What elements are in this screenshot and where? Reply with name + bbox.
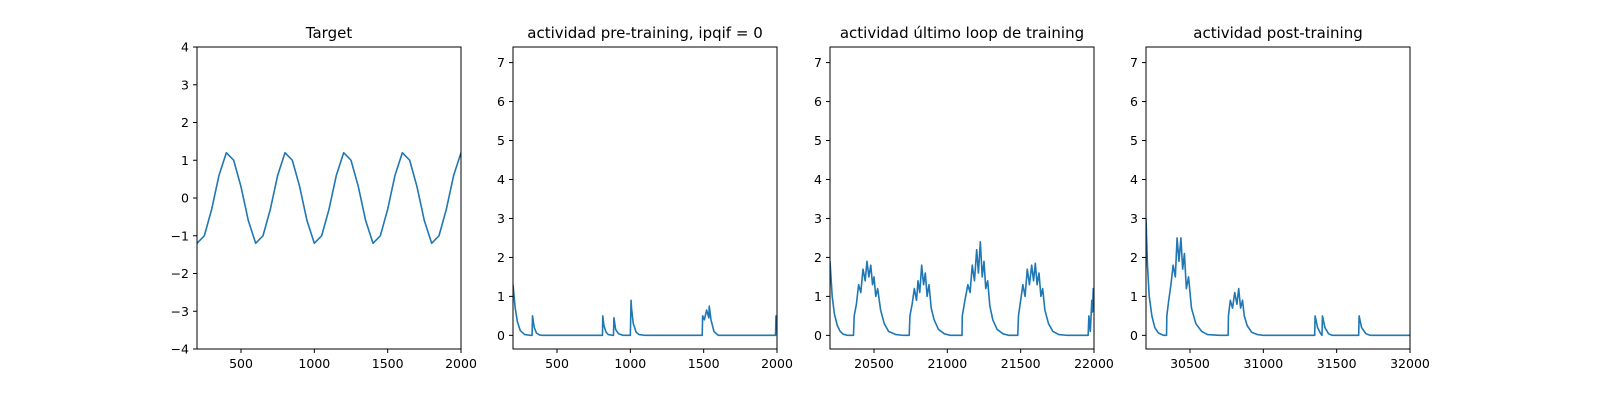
plot-frame <box>512 46 778 350</box>
series-line-1 <box>513 284 777 337</box>
plot-frame <box>196 46 462 350</box>
y-tick-label: 5 <box>814 133 822 148</box>
chart-panel-1: 500 1000 1500 2000 −4 −3 −2 −1 0 1 2 3 4 Target <box>171 24 477 371</box>
y-tick-label: 4 <box>181 40 189 55</box>
y-tick-label: 7 <box>497 55 505 70</box>
y-tick-label: 4 <box>814 172 822 187</box>
y-tick-label: 6 <box>1130 94 1138 109</box>
y-tick-label: 7 <box>814 55 822 70</box>
y-tick-label: 2 <box>1130 250 1138 265</box>
x-tick-label: 31500 <box>1317 356 1357 371</box>
x-tick-label: 21500 <box>1001 356 1041 371</box>
y-tick-label: 3 <box>814 211 822 226</box>
x-tick-label: 2000 <box>761 356 793 371</box>
chart-title: actividad pre-training, ipqif = 0 <box>527 24 763 42</box>
y-tick-label: 1 <box>181 153 189 168</box>
plot-frame <box>829 46 1095 350</box>
y-tick-label: 6 <box>497 94 505 109</box>
y-tick-label: −3 <box>171 304 189 319</box>
chart-panel-3: 20500 21000 21500 22000 0 1 2 3 4 5 6 7 actividad úl… <box>814 24 1114 371</box>
x-tick-label: 500 <box>545 356 569 371</box>
y-tick-label: 2 <box>497 250 505 265</box>
y-tick-label: −4 <box>171 342 189 357</box>
x-tick-label: 30500 <box>1170 356 1210 371</box>
y-tick-label: 6 <box>814 94 822 109</box>
x-tick-label: 20500 <box>854 356 894 371</box>
y-tick-label: 0 <box>181 191 189 206</box>
y-tick-label: 4 <box>1130 172 1138 187</box>
y-tick-label: 3 <box>497 211 505 226</box>
y-tick-label: 1 <box>497 289 505 304</box>
y-tick-label: 1 <box>814 289 822 304</box>
chart-title: actividad último loop de training <box>840 24 1084 42</box>
x-tick-label: 1500 <box>372 356 404 371</box>
x-tick-label: 2000 <box>445 356 477 371</box>
y-tick-label: 0 <box>814 328 822 343</box>
y-tick-label: 2 <box>814 250 822 265</box>
x-tick-label: 1000 <box>298 356 330 371</box>
chart-panel-4: 30500 31000 31500 32000 0 1 2 3 4 5 6 7 actividad po… <box>1130 24 1430 371</box>
y-tick-label: 2 <box>181 115 189 130</box>
chart-title: Target <box>305 24 353 42</box>
series-line-1 <box>197 151 461 245</box>
y-tick-label: 1 <box>1130 289 1138 304</box>
x-tick-label: 21000 <box>927 356 967 371</box>
series-line-1 <box>830 241 1094 337</box>
x-tick-label: 1000 <box>614 356 646 371</box>
y-tick-label: 5 <box>1130 133 1138 148</box>
x-tick-label: 22000 <box>1074 356 1114 371</box>
y-tick-label: 0 <box>1130 328 1138 343</box>
series-line-1 <box>1146 218 1410 337</box>
x-tick-label: 32000 <box>1390 356 1430 371</box>
y-tick-label: 7 <box>1130 55 1138 70</box>
y-tick-label: 5 <box>497 133 505 148</box>
chart-title: actividad post-training <box>1193 24 1362 42</box>
plot-frame <box>1145 46 1411 350</box>
y-tick-label: 3 <box>181 77 189 92</box>
y-tick-label: 4 <box>497 172 505 187</box>
y-tick-label: 0 <box>497 328 505 343</box>
chart-panel-2: 500 1000 1500 2000 0 1 2 3 4 5 6 7 actividad pre-tra… <box>497 24 793 371</box>
y-tick-label: −2 <box>171 266 189 281</box>
y-tick-label: 3 <box>1130 211 1138 226</box>
x-tick-label: 1500 <box>688 356 720 371</box>
y-tick-label: −1 <box>171 228 189 243</box>
x-tick-label: 31000 <box>1243 356 1283 371</box>
x-tick-label: 500 <box>229 356 253 371</box>
